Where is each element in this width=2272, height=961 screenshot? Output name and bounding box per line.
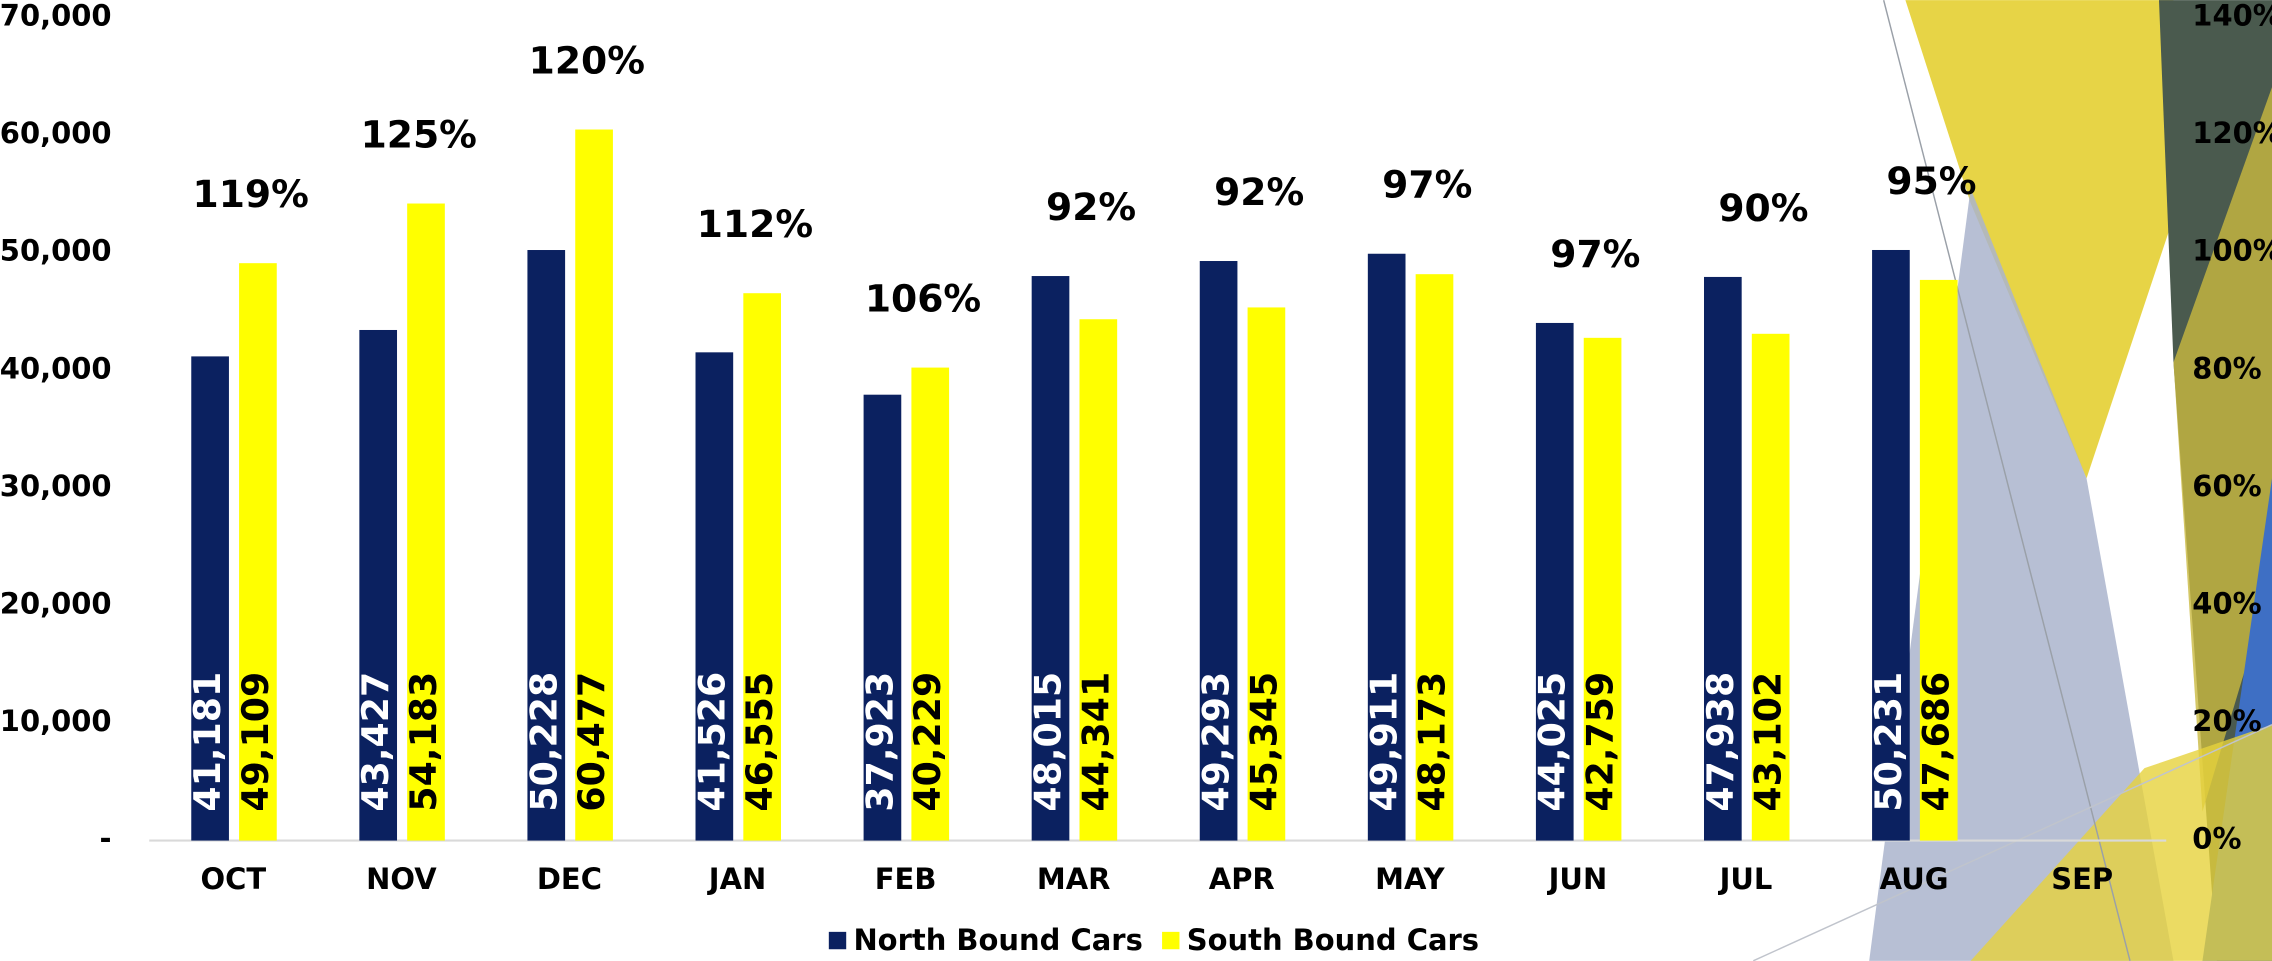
annotation: 119% [193, 172, 309, 216]
annotation: 92% [1046, 185, 1136, 229]
x-tick-label: MAR [1037, 862, 1111, 896]
x-tick-label: JAN [707, 862, 766, 896]
legend-label: North Bound Cars [853, 923, 1142, 957]
x-tick-label: MAY [1375, 862, 1445, 896]
bar [1583, 337, 1622, 841]
bar [1367, 253, 1406, 841]
x-tick-label: OCT [200, 862, 266, 896]
data-label: 50,231 [1867, 672, 1910, 812]
bar [911, 367, 950, 841]
x-tick-label: SEP [2051, 862, 2113, 896]
bar [1247, 307, 1286, 841]
data-label: 41,181 [186, 672, 229, 812]
bar [191, 356, 229, 841]
bar [1751, 333, 1790, 841]
bar [1704, 276, 1742, 841]
data-label: 40,229 [906, 672, 949, 812]
annotation: 92% [1214, 170, 1304, 214]
data-label: 49,293 [1195, 672, 1238, 812]
y-tick-label: 60,000 [0, 116, 112, 150]
y-tick-label: 10,000 [0, 704, 112, 738]
x-tick-label: DEC [537, 862, 602, 896]
bar [1919, 279, 1958, 841]
data-label: 44,025 [1531, 672, 1574, 812]
bar [407, 203, 445, 841]
y-tick-label: 70,000 [0, 0, 112, 33]
data-label: 47,938 [1699, 672, 1742, 812]
annotation: 97% [1382, 163, 1472, 207]
bar [1199, 261, 1238, 841]
y2-tick-label: 140% [2192, 0, 2272, 33]
y2-tick-label: 20% [2192, 704, 2261, 738]
bar [575, 129, 613, 841]
bar [743, 293, 781, 841]
annotation: 112% [697, 202, 813, 246]
y2-tick-label: 120% [2192, 116, 2272, 150]
data-label: 54,183 [402, 672, 445, 812]
y-tick-label: 50,000 [0, 234, 112, 268]
decor-line [1882, 0, 2131, 961]
y2-tick-label: 80% [2192, 351, 2261, 385]
bar [1535, 322, 1574, 841]
x-tick-label: NOV [366, 862, 437, 896]
data-label: 42,759 [1579, 672, 1622, 812]
x-tick-label: APR [1209, 862, 1275, 896]
decor-shape [2173, 87, 2272, 812]
data-label: 41,526 [690, 672, 733, 812]
bar [863, 394, 902, 841]
data-label: 46,555 [738, 672, 781, 812]
data-label: 50,228 [522, 672, 565, 812]
y2-tick-label: 40% [2192, 586, 2261, 620]
decor-line [1752, 723, 2272, 961]
annotation: 90% [1718, 186, 1808, 230]
x-tick-label: JUN [1547, 862, 1608, 896]
bar [359, 329, 398, 841]
data-label: 48,173 [1410, 672, 1453, 812]
annotation: 125% [361, 112, 477, 156]
annotation: 120% [529, 38, 645, 82]
bar [239, 263, 277, 841]
bar [1872, 249, 1910, 841]
x-tick-label: JUL [1718, 862, 1773, 896]
legend-label: South Bound Cars [1187, 923, 1479, 957]
legend-swatch [1162, 931, 1180, 950]
y-tick-label: 30,000 [0, 469, 112, 503]
y2-tick-label: 60% [2192, 469, 2261, 503]
data-label: 44,341 [1074, 672, 1117, 812]
data-label: 45,345 [1242, 672, 1285, 812]
x-tick-label: FEB [875, 862, 937, 896]
annotation: 95% [1886, 159, 1976, 203]
x-tick-label: AUG [1880, 862, 1949, 896]
annotation: 97% [1550, 232, 1640, 276]
data-label: 48,015 [1027, 672, 1070, 812]
annotation: 106% [865, 276, 981, 320]
bar [1079, 319, 1118, 841]
y-tick-label: 40,000 [0, 351, 112, 385]
bar [695, 352, 734, 841]
data-label: 47,686 [1915, 672, 1958, 812]
bar [527, 250, 566, 841]
bar [1031, 276, 1070, 841]
data-label: 43,102 [1747, 672, 1790, 812]
data-label: 49,109 [234, 672, 277, 812]
decor-shape [1970, 724, 2272, 961]
bar [1415, 274, 1454, 841]
y2-tick-label: 100% [2192, 234, 2272, 268]
data-label: 37,923 [858, 672, 901, 812]
data-label: 43,427 [354, 672, 397, 812]
y-tick-label: 20,000 [0, 586, 112, 620]
y-tick-label: - [100, 822, 112, 856]
legend-swatch [828, 931, 847, 950]
y2-tick-label: 0% [2192, 822, 2241, 856]
decor-shape [1905, 0, 2188, 479]
data-label: 60,477 [570, 672, 613, 812]
data-label: 49,911 [1363, 672, 1406, 812]
